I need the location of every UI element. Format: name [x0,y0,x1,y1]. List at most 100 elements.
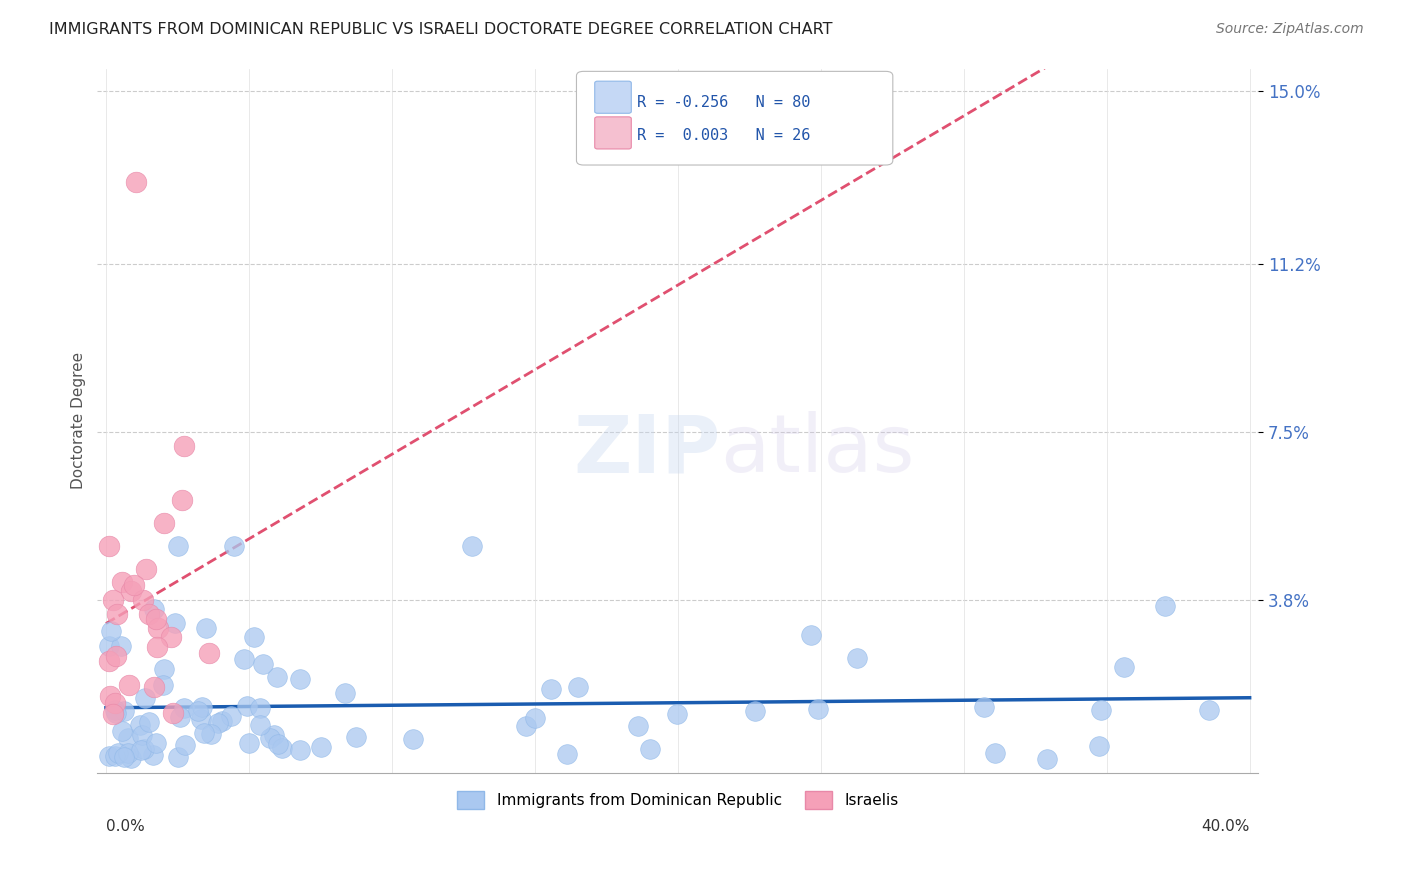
Point [98,690,121,704]
Point [200,727,222,741]
Point [567,680,589,694]
Point [145,612,167,626]
Text: atlas: atlas [720,411,915,490]
Point [167,750,190,764]
Point [252,657,274,672]
Point [97,748,120,763]
Point [524,711,547,725]
Point [163,616,186,631]
Point [249,700,271,714]
Point [267,737,290,751]
Point [117,731,139,745]
Point [132,593,155,607]
Point [148,621,170,635]
Text: Source: ZipAtlas.com: Source: ZipAtlas.com [1216,22,1364,37]
Text: 0.0%: 0.0% [105,819,145,833]
Point [221,709,243,723]
Point [263,728,285,742]
Point [104,749,127,764]
Point [1036,751,1059,765]
Point [107,746,129,760]
Point [142,680,165,694]
Point [114,704,136,718]
Point [665,707,688,722]
Point [1088,739,1111,754]
Point [112,749,135,764]
Point [134,742,156,756]
Point [166,539,188,553]
Point [104,696,127,710]
Point [211,714,233,729]
Point [638,741,661,756]
Point [335,686,357,700]
Point [259,731,281,746]
Point [169,710,191,724]
Point [97,639,120,653]
Point [983,746,1005,760]
Point [142,748,165,763]
Point [846,651,869,665]
Point [555,747,578,761]
Point [191,700,214,714]
Point [129,718,152,732]
Point [233,652,256,666]
Point [135,561,157,575]
Point [104,703,127,717]
Point [197,646,219,660]
Point [1198,703,1220,717]
Point [222,539,245,553]
Point [973,699,995,714]
Point [143,601,166,615]
Point [105,649,128,664]
Point [1090,703,1112,717]
Point [807,702,830,716]
Point [193,725,215,739]
Point [173,439,195,453]
Point [800,628,823,642]
Point [104,706,127,721]
Point [172,493,194,508]
Point [207,715,229,730]
Point [1112,659,1135,673]
Text: R =  0.003   N = 26: R = 0.003 N = 26 [637,128,810,143]
Point [129,743,152,757]
Point [311,740,333,755]
Point [461,539,484,553]
Point [173,701,195,715]
Text: R = -0.256   N = 80: R = -0.256 N = 80 [637,95,810,111]
Point [515,719,537,733]
Point [344,730,367,744]
Point [120,751,142,765]
Point [125,175,148,189]
Point [105,607,128,621]
Text: ZIP: ZIP [574,411,720,490]
Point [122,577,145,591]
Point [249,718,271,732]
Point [118,678,141,692]
Point [111,575,134,590]
Point [195,621,218,635]
Point [187,704,209,718]
Point [97,539,120,553]
Point [153,516,176,530]
Point [103,593,125,607]
Point [190,712,212,726]
Point [152,677,174,691]
Point [131,728,153,742]
Point [160,630,183,644]
Point [111,724,134,739]
Point [288,743,311,757]
Y-axis label: Doctorate Degree: Doctorate Degree [72,352,86,490]
Point [402,731,425,746]
Text: IMMIGRANTS FROM DOMINICAN REPUBLIC VS ISRAELI DOCTORATE DEGREE CORRELATION CHART: IMMIGRANTS FROM DOMINICAN REPUBLIC VS IS… [49,22,832,37]
Point [110,639,132,653]
Point [100,624,122,639]
Point [266,670,288,684]
Point [120,584,142,599]
Point [174,738,197,752]
Point [145,735,167,749]
Point [271,740,294,755]
Point [101,706,124,721]
Legend: Immigrants from Dominican Republic, Israelis: Immigrants from Dominican Republic, Isra… [451,785,905,814]
Point [238,736,260,750]
